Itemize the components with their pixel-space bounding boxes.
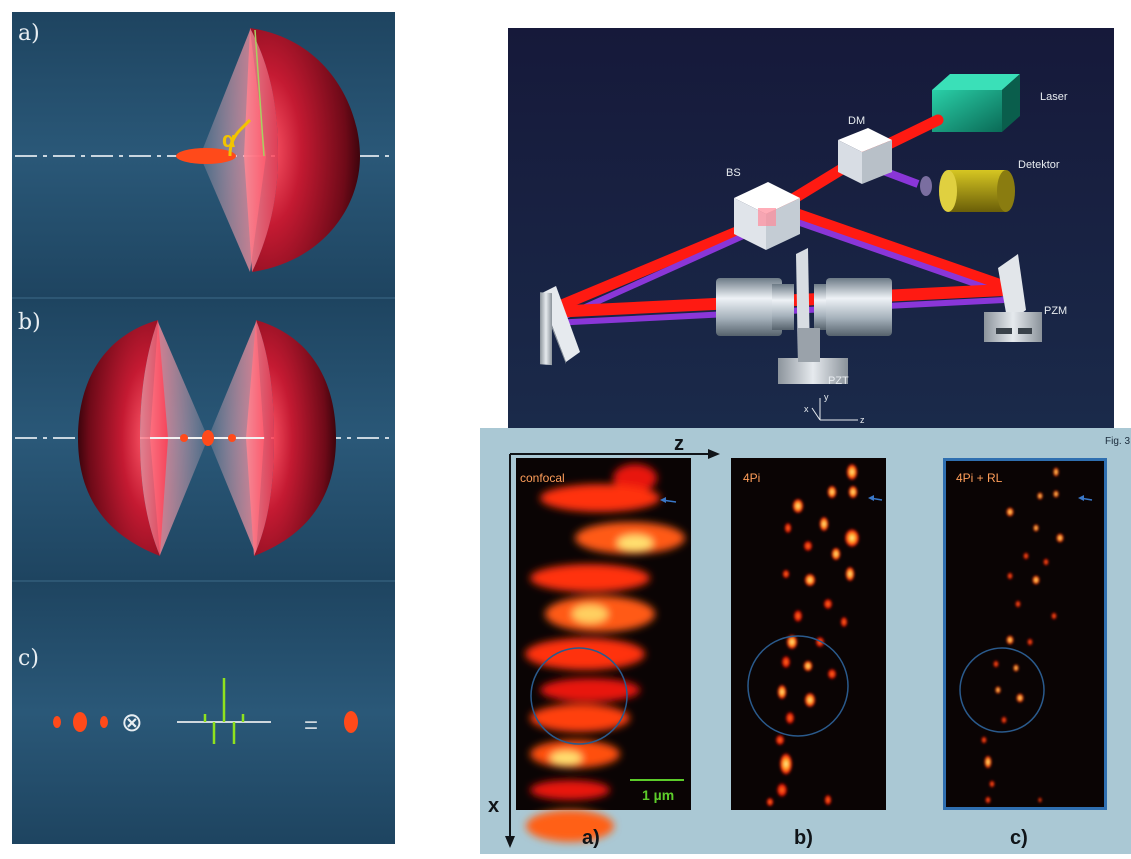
single-objective-lens: α	[15, 28, 392, 272]
title-4pi-rl: 4Pi + RL	[956, 471, 1003, 485]
micrograph-b-4pi: 4Pi	[731, 458, 886, 810]
roi-circle-a	[530, 647, 628, 745]
dichroic-mirror	[838, 128, 892, 184]
caption-a: a)	[582, 827, 600, 849]
axis-y-small: y	[824, 392, 829, 402]
axis-z-label: z	[674, 433, 684, 455]
psf-main-lobe	[73, 712, 87, 732]
figure-number: Fig. 3	[1105, 436, 1130, 447]
psf-lobe-left	[53, 716, 61, 728]
sample-holder	[778, 248, 848, 384]
result-spot	[344, 711, 358, 733]
micrograph-panel: Fig. 3 1	[480, 428, 1131, 854]
detector	[920, 170, 1015, 212]
micrograph-svg: Fig. 3 1	[480, 428, 1131, 854]
micrograph-c-4pi-rl: 4Pi + RL	[943, 458, 1107, 810]
spectrum-plot	[177, 678, 271, 744]
opposing-objective-lenses	[15, 320, 392, 556]
convolution-operator: ⊗	[121, 707, 143, 737]
roi-circle-b	[747, 635, 849, 737]
central-focal-spot	[202, 430, 214, 446]
equals-sign: =	[304, 712, 318, 739]
pzm-mirror	[984, 254, 1042, 342]
left-mirror	[540, 286, 580, 366]
setup-panel: Laser Detektor DM	[508, 28, 1114, 428]
title-4pi: 4Pi	[743, 471, 760, 485]
bs-label: BS	[726, 167, 741, 179]
axis-x-label: x	[488, 795, 499, 817]
pinhole-lens	[920, 176, 932, 196]
detector-label: Detektor	[1018, 159, 1060, 171]
scale-bar-label: 1 µm	[642, 787, 674, 803]
roi-circle-c	[959, 647, 1045, 733]
lens-schematic-svg: α a) b) ⊗	[12, 12, 395, 844]
axis-x-small: x	[804, 404, 809, 414]
laser-label: Laser	[1040, 91, 1068, 103]
objective-lens-left	[716, 278, 794, 336]
micrograph-axes: z x	[488, 433, 720, 848]
4pi-setup-svg: Laser Detektor DM	[508, 28, 1114, 428]
deconvolution-equation: ⊗ =	[53, 678, 358, 744]
pzt-label: PZT	[828, 375, 849, 387]
label-b-left: b)	[18, 310, 41, 335]
label-c-left: c)	[18, 646, 39, 671]
micrograph-a-confocal: 1 µm confocal	[516, 458, 691, 842]
beam-splitter	[734, 182, 800, 250]
psf-lobe-right	[100, 716, 108, 728]
label-a-left: a)	[18, 21, 40, 46]
left-schematic-panel: α a) b) ⊗	[0, 0, 403, 854]
coordinate-axes: x y z	[804, 392, 865, 425]
caption-c: c)	[1010, 827, 1028, 849]
pzm-label: PZM	[1044, 305, 1067, 317]
dm-label: DM	[848, 115, 865, 127]
objective-lens-right	[814, 278, 892, 336]
elongated-focal-spot	[176, 148, 236, 164]
title-confocal: confocal	[520, 471, 565, 485]
laser-source	[932, 74, 1020, 132]
alpha-label: α	[222, 127, 236, 152]
caption-b: b)	[794, 827, 813, 849]
aperture-angle-line	[254, 29, 265, 157]
side-lobe-right	[228, 434, 236, 442]
axis-z-small: z	[860, 415, 865, 425]
side-lobe-left	[180, 434, 188, 442]
